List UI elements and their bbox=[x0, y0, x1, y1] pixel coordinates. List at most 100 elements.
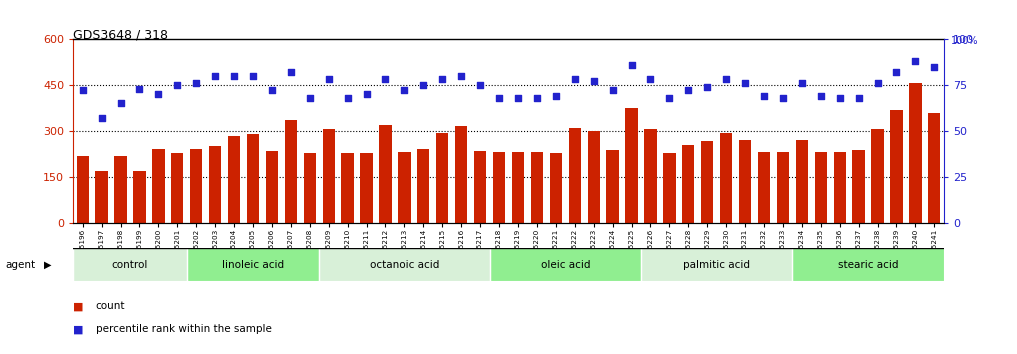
Text: percentile rank within the sample: percentile rank within the sample bbox=[96, 324, 272, 334]
Bar bbox=[701, 141, 713, 223]
Bar bbox=[187, 248, 319, 281]
Bar bbox=[682, 145, 695, 223]
Point bbox=[320, 76, 337, 82]
Point bbox=[283, 69, 299, 75]
Point bbox=[188, 80, 204, 86]
Bar bbox=[588, 131, 600, 223]
Point bbox=[907, 58, 923, 64]
Bar bbox=[777, 152, 789, 223]
Bar bbox=[641, 248, 792, 281]
Bar bbox=[436, 132, 448, 223]
Point bbox=[661, 95, 677, 101]
Bar bbox=[645, 130, 657, 223]
Point bbox=[510, 95, 526, 101]
Bar bbox=[549, 153, 562, 223]
Bar bbox=[758, 152, 770, 223]
Bar bbox=[399, 152, 411, 223]
Text: ■: ■ bbox=[73, 301, 83, 311]
Point bbox=[566, 76, 583, 82]
Point bbox=[680, 88, 697, 93]
Point bbox=[207, 73, 224, 79]
Text: control: control bbox=[112, 259, 148, 270]
Point bbox=[888, 69, 904, 75]
Bar bbox=[792, 248, 944, 281]
Bar bbox=[929, 113, 941, 223]
Bar bbox=[114, 156, 127, 223]
Point bbox=[453, 73, 469, 79]
Bar bbox=[795, 139, 807, 223]
Text: oleic acid: oleic acid bbox=[540, 259, 590, 270]
Point bbox=[529, 95, 545, 101]
Bar bbox=[569, 128, 581, 223]
Point bbox=[926, 64, 943, 69]
Point bbox=[870, 80, 886, 86]
Point bbox=[548, 93, 564, 99]
Bar bbox=[210, 146, 222, 223]
Bar bbox=[625, 108, 638, 223]
Bar bbox=[190, 149, 202, 223]
Point bbox=[415, 82, 431, 88]
Point bbox=[302, 95, 318, 101]
Bar bbox=[815, 153, 827, 223]
Bar bbox=[909, 84, 921, 223]
Text: ■: ■ bbox=[73, 324, 83, 334]
Point bbox=[397, 88, 413, 93]
Text: palmitic acid: palmitic acid bbox=[683, 259, 751, 270]
Bar bbox=[606, 150, 618, 223]
Point bbox=[813, 93, 829, 99]
Bar bbox=[455, 126, 468, 223]
Text: linoleic acid: linoleic acid bbox=[222, 259, 284, 270]
Point bbox=[113, 101, 129, 106]
Bar bbox=[285, 120, 297, 223]
Bar bbox=[322, 130, 335, 223]
Bar bbox=[360, 153, 372, 223]
Bar bbox=[171, 153, 183, 223]
Text: GDS3648 / 318: GDS3648 / 318 bbox=[73, 28, 168, 41]
Bar bbox=[319, 248, 489, 281]
Point bbox=[832, 95, 848, 101]
Bar bbox=[76, 155, 88, 223]
Point bbox=[850, 95, 866, 101]
Bar bbox=[872, 130, 884, 223]
Bar bbox=[512, 152, 524, 223]
Point bbox=[623, 62, 640, 68]
Text: stearic acid: stearic acid bbox=[838, 259, 898, 270]
Point bbox=[793, 80, 810, 86]
Bar bbox=[739, 139, 752, 223]
Bar bbox=[663, 153, 675, 223]
Bar bbox=[417, 149, 429, 223]
Point bbox=[699, 84, 715, 90]
Point bbox=[226, 73, 242, 79]
Bar bbox=[265, 151, 278, 223]
Point bbox=[245, 73, 261, 79]
Point bbox=[131, 86, 147, 91]
Text: agent: agent bbox=[5, 259, 36, 270]
Bar bbox=[531, 152, 543, 223]
Point bbox=[74, 88, 91, 93]
Point bbox=[340, 95, 356, 101]
Point bbox=[737, 80, 754, 86]
Bar bbox=[474, 151, 486, 223]
Point bbox=[94, 115, 110, 121]
Point bbox=[491, 95, 507, 101]
Point bbox=[377, 76, 394, 82]
Text: count: count bbox=[96, 301, 125, 311]
Bar bbox=[379, 125, 392, 223]
Text: 100%: 100% bbox=[951, 36, 978, 46]
Bar bbox=[153, 149, 165, 223]
Point bbox=[775, 95, 791, 101]
Point bbox=[169, 82, 185, 88]
Bar bbox=[852, 150, 864, 223]
Bar bbox=[73, 248, 187, 281]
Point bbox=[151, 91, 167, 97]
Point bbox=[643, 76, 659, 82]
Point bbox=[604, 88, 620, 93]
Bar bbox=[133, 171, 145, 223]
Bar bbox=[342, 153, 354, 223]
Point bbox=[472, 82, 488, 88]
Bar bbox=[834, 153, 846, 223]
Point bbox=[434, 76, 451, 82]
Point bbox=[358, 91, 374, 97]
Point bbox=[263, 88, 280, 93]
Bar bbox=[489, 248, 641, 281]
